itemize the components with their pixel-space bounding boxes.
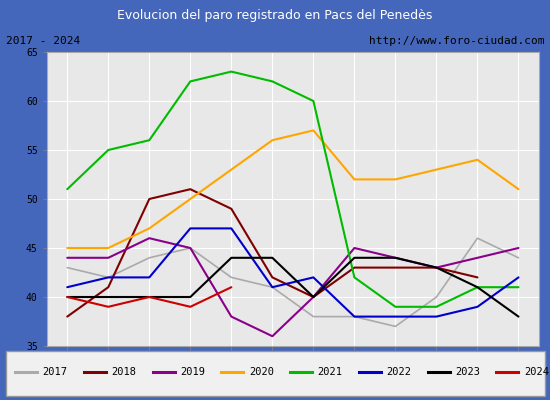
Text: 2021: 2021 [318, 367, 343, 377]
Text: 2017 - 2024: 2017 - 2024 [6, 36, 80, 46]
Text: Evolucion del paro registrado en Pacs del Penedès: Evolucion del paro registrado en Pacs de… [117, 8, 433, 22]
Text: 2017: 2017 [43, 367, 68, 377]
Text: 2024: 2024 [524, 367, 549, 377]
FancyBboxPatch shape [6, 352, 544, 396]
Text: 2023: 2023 [455, 367, 480, 377]
Text: 2018: 2018 [111, 367, 136, 377]
Text: 2020: 2020 [249, 367, 274, 377]
Text: http://www.foro-ciudad.com: http://www.foro-ciudad.com [369, 36, 544, 46]
Text: 2022: 2022 [386, 367, 411, 377]
Text: 2019: 2019 [180, 367, 205, 377]
